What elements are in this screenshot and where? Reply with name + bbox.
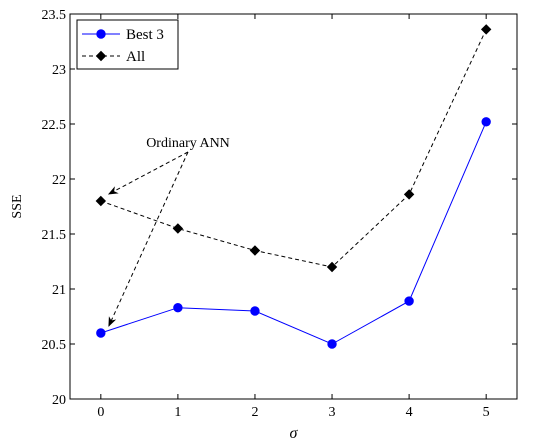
data-point	[326, 261, 338, 273]
plot-series	[95, 24, 492, 349]
data-point	[96, 328, 106, 338]
y-tick-label: 22.5	[42, 118, 67, 133]
x-tick-label: 5	[483, 405, 490, 420]
annotation-arrow	[108, 151, 189, 327]
x-tick-label: 2	[251, 405, 258, 420]
series-line-0	[100, 121, 487, 345]
data-point	[404, 296, 414, 306]
legend-marker	[95, 50, 107, 62]
legend-label: Best 3	[126, 27, 164, 43]
data-point	[250, 306, 260, 316]
data-point	[481, 117, 491, 127]
legend-label: All	[126, 49, 145, 65]
y-tick-label: 20	[52, 393, 66, 408]
x-axis-label: σ	[290, 425, 299, 442]
y-axis-label: SSE	[10, 194, 25, 218]
plot-annotations: Ordinary ANN	[107, 136, 230, 327]
data-point	[403, 189, 415, 200]
annotation-label: Ordinary ANN	[146, 136, 230, 151]
x-tick-label: 3	[329, 405, 336, 420]
x-tick-label: 4	[406, 405, 413, 420]
data-point	[480, 24, 492, 35]
y-tick-label: 21	[52, 283, 66, 298]
plot-frame	[69, 13, 518, 400]
y-tick-label: 21.5	[42, 228, 67, 243]
data-point	[173, 303, 183, 313]
y-tick-label: 23	[52, 63, 66, 78]
data-point	[249, 245, 261, 256]
legend-marker	[96, 29, 106, 39]
x-tick-label: 1	[174, 405, 181, 420]
y-tick-label: 22	[52, 173, 66, 188]
data-point	[95, 195, 107, 207]
legend-box	[76, 19, 179, 70]
annotation-arrow	[107, 151, 189, 195]
data-point	[327, 339, 337, 349]
y-tick-label: 20.5	[42, 338, 67, 353]
data-point	[172, 223, 184, 234]
legend: Best 3 All	[76, 19, 179, 70]
x-tick-label: 0	[97, 405, 104, 420]
y-tick-label: 23.5	[42, 8, 67, 23]
